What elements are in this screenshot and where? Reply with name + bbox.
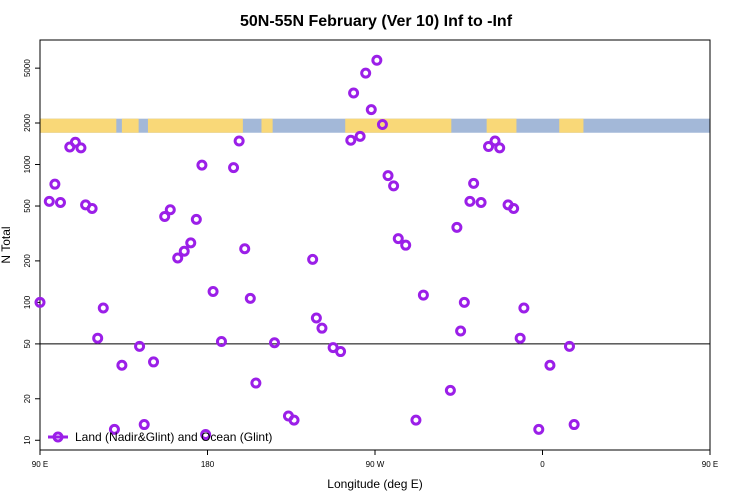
data-point [533, 423, 545, 435]
data-point [371, 54, 383, 66]
data-point [451, 221, 463, 233]
x-tick-label: 0 [540, 460, 545, 469]
land-segment [559, 118, 584, 133]
land-segment [121, 118, 139, 133]
data-point [544, 359, 556, 371]
data-point [464, 195, 476, 207]
data-point [190, 213, 202, 225]
y-tick-label: 1000 [23, 155, 32, 173]
data-point [288, 414, 300, 426]
data-point [148, 356, 160, 368]
data-point [455, 325, 467, 337]
data-point [360, 67, 372, 79]
data-point [239, 243, 251, 255]
surface-band [40, 118, 710, 133]
data-point [468, 177, 480, 189]
data-point [475, 197, 487, 209]
data-point [400, 239, 412, 251]
data-point [494, 142, 506, 154]
data-point [196, 159, 208, 171]
x-tick-label: 180 [201, 460, 215, 469]
y-tick-label: 10 [23, 435, 32, 444]
data-point [514, 332, 526, 344]
y-tick-label: 5000 [23, 59, 32, 77]
data-point [417, 289, 429, 301]
data-point [250, 377, 262, 389]
data-point [178, 245, 190, 257]
data-point [116, 359, 128, 371]
data-point [172, 252, 184, 264]
land-segment [40, 118, 117, 133]
x-tick-label: 90 W [366, 460, 385, 469]
data-point [75, 142, 87, 154]
data-point [458, 296, 470, 308]
data-point [563, 340, 575, 352]
data-point [200, 429, 212, 441]
y-axis-label: N Total [0, 226, 13, 263]
data-point [348, 87, 360, 99]
data-point [269, 337, 280, 349]
plot-area: 90 E 180 90 W 0 90 E 10 20 50 100 200 500 1000 2000 5… [23, 39, 718, 469]
land-segment [345, 118, 452, 133]
x-tick-label: 90 E [702, 460, 718, 469]
data-point [410, 414, 422, 426]
y-tick-label: 500 [23, 199, 32, 213]
land-segment [147, 118, 243, 133]
chart-title: 50N-55N February (Ver 10) Inf to -Inf [240, 13, 513, 30]
data-point [316, 322, 328, 334]
data-point [354, 130, 366, 142]
land-segment [261, 118, 273, 133]
data-point [228, 162, 240, 174]
data-point [392, 233, 404, 245]
data-point [185, 237, 197, 249]
data-point [43, 195, 55, 207]
data-point [518, 302, 530, 314]
data-point [134, 340, 146, 352]
y-tick-label: 100 [23, 295, 32, 309]
data-point [92, 332, 104, 344]
data-point [97, 302, 109, 314]
data-point [444, 384, 456, 396]
y-tick-label: 50 [23, 339, 32, 348]
data-point [307, 253, 319, 265]
data-point [207, 285, 219, 297]
y-tick-label: 20 [23, 394, 32, 403]
data-point [483, 141, 495, 153]
x-axis-label: Longitude (deg E) [327, 477, 422, 491]
data-point [138, 419, 150, 431]
data-point [382, 170, 394, 182]
data-point [568, 419, 580, 431]
data-point [388, 180, 400, 192]
data-point [508, 202, 520, 214]
data-point [233, 135, 245, 147]
data-point [159, 210, 171, 222]
plot-frame [39, 39, 711, 451]
data-point [376, 119, 388, 131]
land-segment [486, 118, 517, 133]
y-tick-label: 200 [23, 254, 32, 268]
data-point [345, 134, 357, 146]
legend-marker [52, 431, 64, 443]
legend-label: Land (Nadir&Glint) and Ocean (Glint) [75, 430, 272, 444]
data-point [34, 296, 46, 308]
data-point [335, 346, 347, 358]
data-point [86, 202, 98, 214]
data-point [215, 336, 227, 348]
y-tick-label: 2000 [23, 114, 32, 132]
data-point [365, 104, 377, 116]
data-point [69, 136, 81, 148]
legend: Land (Nadir&Glint) and Ocean (Glint) [48, 430, 272, 444]
data-point [108, 423, 120, 435]
data-point [310, 312, 322, 324]
x-tick-label: 90 E [32, 460, 48, 469]
series-points [34, 54, 580, 441]
data-point [244, 292, 256, 304]
data-point [164, 204, 176, 216]
data-point [54, 197, 66, 209]
data-point [49, 178, 61, 190]
